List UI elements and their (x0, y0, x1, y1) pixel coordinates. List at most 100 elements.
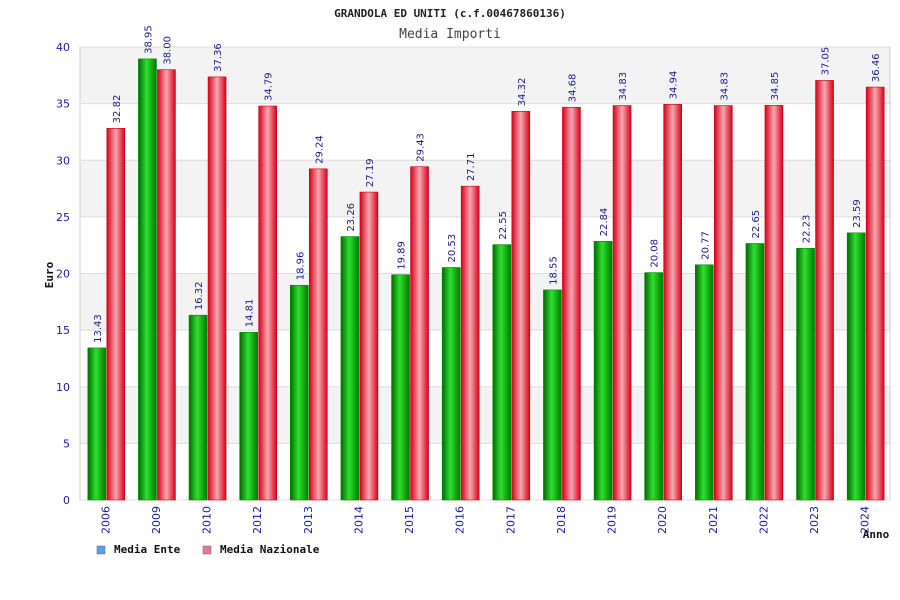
data-label: 38.95 (143, 25, 154, 54)
data-labels: 13.43 32.82 38.95 38.00 16.32 37.36 14.81 34.79… (93, 25, 882, 343)
bar-media-ente-2016 (441, 267, 461, 501)
data-label: 19.89 (397, 241, 408, 270)
x-tick-label: 2019 (606, 506, 619, 534)
bar-media-ente-2020 (644, 272, 663, 501)
x-tick-label: 2006 (99, 506, 112, 534)
bar-media-nazionale-2021 (714, 105, 733, 501)
data-label: 37.36 (213, 43, 224, 72)
bar-media-nazionale-2006 (106, 128, 126, 501)
y-tick-label: 30 (56, 154, 70, 167)
x-axis: 2006 2009 2010 2012 2013 2014 2015 2016 2017 2018… (99, 506, 871, 534)
data-label: 16.32 (194, 282, 205, 311)
data-label: 34.85 (770, 72, 781, 101)
bar-media-ente-2024 (846, 232, 866, 501)
x-tick-label: 2012 (251, 506, 264, 534)
x-tick-label: 2018 (555, 506, 568, 534)
y-tick-label: 35 (56, 98, 70, 111)
bar-media-ente-2019 (593, 241, 613, 501)
data-label: 22.65 (751, 210, 762, 239)
chart-subtitle: Media Importi (399, 27, 501, 42)
legend-label-media-nazionale: Media Nazionale (220, 543, 320, 556)
bar-media-ente-2010 (188, 314, 208, 501)
x-tick-label: 2010 (201, 506, 214, 534)
bar-media-nazionale-2019 (612, 105, 632, 501)
data-label: 34.32 (517, 78, 528, 107)
legend-label-media-ente: Media Ente (114, 543, 181, 556)
bar-media-ente-2023 (796, 247, 815, 501)
x-tick-label: 2013 (302, 506, 315, 534)
bar-media-nazionale-2023 (815, 80, 834, 501)
legend: Media Ente Media Nazionale (96, 543, 320, 556)
bar-media-ente-2022 (745, 243, 765, 501)
bar-media-nazionale-2013 (309, 168, 328, 501)
x-tick-label: 2024 (859, 506, 872, 534)
bar-media-nazionale-2020 (663, 104, 682, 501)
y-tick-label: 0 (63, 494, 70, 507)
x-tick-label: 2021 (707, 506, 720, 534)
data-label: 20.53 (447, 234, 458, 263)
y-tick-label: 20 (56, 268, 70, 281)
data-label: 13.43 (93, 314, 104, 343)
bar-media-nazionale-2015 (410, 166, 429, 501)
y-axis-label: Euro (43, 261, 56, 288)
y-axis: 0 5 10 15 20 25 30 35 40 (56, 41, 70, 507)
y-tick-label: 15 (56, 324, 70, 337)
x-tick-label: 2017 (504, 506, 517, 534)
data-label: 37.05 (821, 47, 832, 76)
x-tick-label: 2016 (454, 506, 467, 534)
data-label: 18.55 (548, 256, 559, 285)
bar-media-ente-2006 (87, 347, 107, 501)
legend-swatch-media-ente (96, 545, 106, 555)
x-tick-label: 2009 (150, 506, 163, 534)
bar-media-ente-2021 (695, 264, 714, 501)
data-label: 34.94 (669, 71, 680, 100)
bar-media-nazionale-2014 (359, 191, 379, 501)
data-label: 22.23 (802, 215, 813, 244)
x-tick-label: 2015 (403, 506, 416, 534)
data-label: 18.96 (295, 252, 306, 281)
x-axis-label: Anno (863, 528, 890, 541)
data-label: 27.71 (466, 153, 477, 182)
data-label: 34.83 (719, 72, 730, 101)
bar-media-ente-2017 (492, 244, 512, 501)
data-label: 34.68 (567, 74, 578, 103)
bar-media-nazionale-2022 (764, 105, 784, 501)
data-label: 23.59 (852, 199, 863, 228)
bar-media-nazionale-2012 (258, 105, 277, 501)
x-tick-label: 2020 (656, 506, 669, 534)
data-label: 14.81 (245, 299, 256, 328)
data-label: 23.26 (346, 203, 357, 232)
chart-title: GRANDOLA ED UNITI (c.f.00467860136) (334, 7, 566, 20)
y-tick-label: 25 (56, 211, 70, 224)
data-label: 29.43 (416, 133, 427, 162)
bar-media-nazionale-2016 (460, 185, 480, 501)
bars (87, 58, 885, 501)
x-tick-label: 2023 (808, 506, 821, 534)
bar-media-nazionale-2017 (511, 111, 531, 501)
data-label: 34.83 (618, 72, 629, 101)
y-tick-label: 5 (63, 437, 70, 450)
bar-media-nazionale-2018 (562, 106, 581, 501)
y-tick-label: 10 (56, 381, 70, 394)
bar-media-ente-2009 (138, 58, 157, 501)
y-tick-label: 40 (56, 41, 70, 54)
x-tick-label: 2022 (757, 506, 770, 534)
bar-media-ente-2012 (239, 331, 258, 501)
data-label: 20.77 (700, 231, 711, 260)
bar-media-nazionale-2010 (207, 76, 227, 501)
bar-media-ente-2018 (543, 289, 562, 501)
data-label: 38.00 (162, 36, 173, 65)
data-label: 22.55 (498, 211, 509, 240)
data-label: 32.82 (112, 95, 123, 124)
bar-media-ente-2013 (290, 284, 309, 501)
legend-swatch-media-nazionale (202, 545, 212, 555)
data-label: 27.19 (365, 158, 376, 187)
plot-band (80, 47, 890, 104)
data-label: 36.46 (871, 53, 882, 82)
data-label: 22.84 (599, 208, 610, 237)
data-label: 34.79 (264, 72, 275, 101)
bar-media-nazionale-2009 (157, 69, 176, 501)
bar-media-nazionale-2024 (865, 86, 885, 501)
x-tick-label: 2014 (352, 506, 365, 534)
